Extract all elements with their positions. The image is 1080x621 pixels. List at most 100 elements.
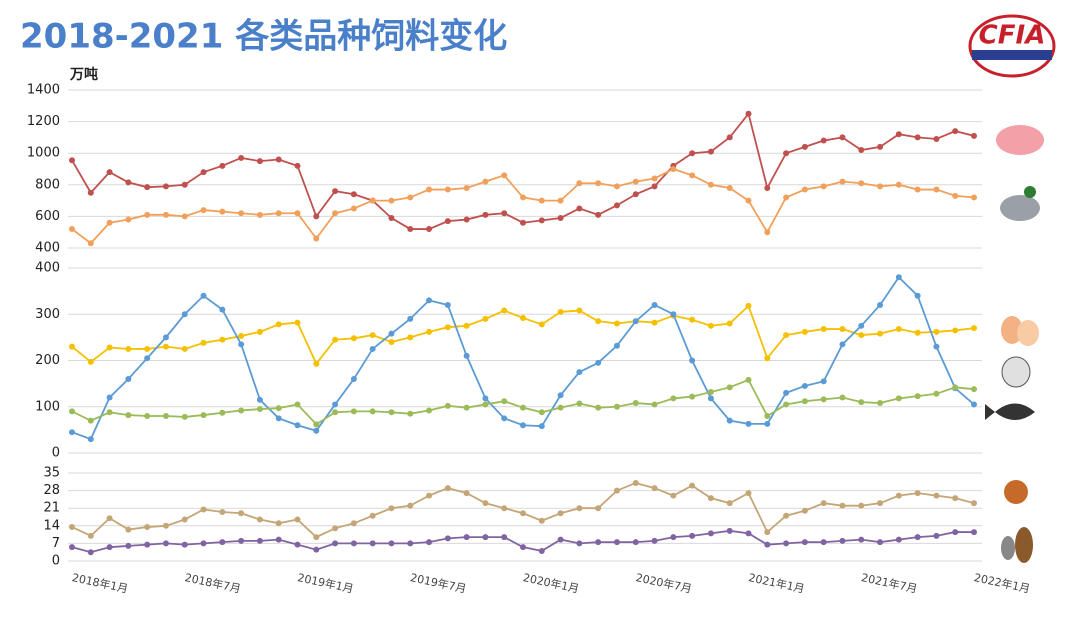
other-icon [1004, 480, 1028, 504]
data-point [463, 404, 470, 411]
data-point [482, 178, 489, 185]
data-point [557, 197, 564, 204]
data-point [313, 421, 320, 428]
data-point [69, 524, 75, 531]
data-point [689, 393, 696, 400]
data-point [388, 339, 395, 345]
data-point [426, 186, 433, 193]
data-point [520, 422, 526, 429]
data-point [801, 186, 808, 193]
data-point [501, 505, 508, 512]
data-point [501, 210, 508, 217]
data-point [707, 148, 714, 155]
y-tick-label: 400 [35, 241, 60, 256]
data-point [651, 302, 658, 308]
data-point [294, 401, 301, 408]
data-point [632, 178, 639, 185]
data-point [256, 537, 263, 544]
data-point [971, 132, 977, 139]
data-point [463, 322, 470, 329]
data-point [707, 495, 714, 502]
data-point [877, 143, 884, 150]
data-point [764, 413, 771, 419]
data-point [275, 415, 282, 422]
data-point [69, 429, 75, 436]
data-point [106, 219, 113, 226]
data-point [914, 134, 921, 141]
data-point [125, 179, 132, 186]
y-tick-label: 400 [35, 261, 60, 276]
data-point [745, 420, 752, 427]
data-point [538, 197, 545, 204]
data-point [144, 524, 151, 531]
data-point [294, 210, 301, 217]
data-point [463, 490, 470, 497]
data-point [106, 344, 113, 351]
line [71, 168, 975, 245]
data-point [388, 505, 395, 512]
data-point [651, 401, 658, 408]
dog-icon [1015, 527, 1033, 563]
data-point [971, 194, 977, 201]
data-point [238, 332, 245, 339]
data-point [106, 515, 113, 522]
data-point [125, 376, 132, 382]
data-point [801, 382, 808, 389]
y-tick-label: 21 [43, 501, 60, 516]
data-point [858, 332, 865, 339]
data-point [613, 539, 620, 546]
y-tick-label: 600 [35, 209, 60, 224]
data-point [520, 510, 526, 517]
data-point [707, 530, 714, 537]
data-point [369, 345, 376, 352]
data-point [801, 539, 808, 546]
data-point [595, 180, 602, 187]
data-point [87, 240, 94, 247]
duck-head-icon [1024, 186, 1036, 198]
y-tick-label: 100 [35, 399, 60, 414]
data-point [144, 413, 151, 419]
data-point [219, 409, 226, 416]
data-point [895, 274, 902, 281]
line [71, 111, 975, 230]
data-point [820, 137, 827, 144]
data-point [200, 169, 207, 176]
data-point [501, 534, 508, 541]
data-point [576, 540, 583, 547]
data-point [388, 409, 395, 416]
data-point [407, 334, 414, 341]
data-point [895, 492, 902, 499]
data-point [238, 341, 245, 348]
data-point [313, 534, 320, 541]
data-point [820, 500, 827, 507]
data-point [952, 192, 959, 199]
data-point [463, 184, 470, 191]
cat-icon [1001, 536, 1015, 560]
y-axis-unit: 万吨 [69, 66, 98, 83]
data-point [877, 400, 884, 407]
y-tick-label: 28 [43, 483, 60, 498]
data-point [69, 226, 75, 233]
data-point [482, 401, 489, 408]
chart-title: 2018-2021 各类品种饲料变化 [20, 17, 507, 57]
data-point [858, 147, 865, 154]
data-point [482, 395, 489, 402]
data-point [689, 532, 696, 539]
x-tick-label: 2022年1月 [973, 570, 1032, 596]
data-point [162, 413, 169, 419]
data-point [820, 396, 827, 403]
data-point [463, 216, 470, 223]
data-point [275, 405, 282, 412]
logo-text: CFIA [979, 21, 1046, 51]
data-point [538, 547, 545, 554]
data-point [238, 154, 245, 161]
data-point [426, 328, 433, 335]
data-point [275, 156, 282, 163]
x-tick-label: 2018年1月 [71, 570, 130, 596]
data-point [388, 214, 395, 221]
data-point [144, 355, 151, 362]
data-point [444, 402, 451, 409]
data-point [839, 502, 846, 509]
x-tick-label: 2019年1月 [296, 570, 355, 596]
data-point [820, 326, 827, 333]
